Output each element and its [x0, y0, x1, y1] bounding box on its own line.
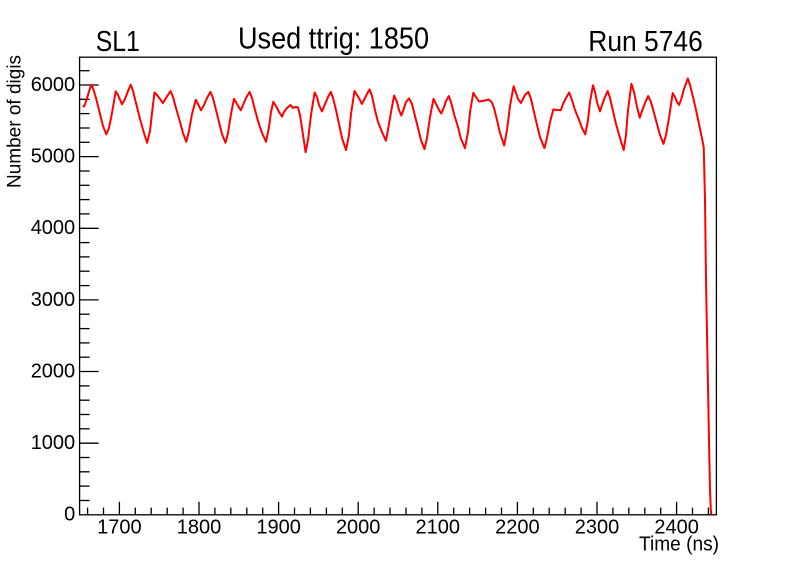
svg-text:Time (ns): Time (ns)	[639, 533, 719, 555]
svg-text:2000: 2000	[31, 360, 76, 382]
svg-text:1800: 1800	[177, 517, 222, 539]
svg-text:5000: 5000	[31, 146, 76, 168]
svg-text:4000: 4000	[31, 217, 76, 239]
svg-text:2400: 2400	[654, 517, 699, 539]
svg-text:2200: 2200	[495, 517, 540, 539]
svg-text:0: 0	[64, 504, 75, 526]
svg-text:1900: 1900	[256, 517, 301, 539]
svg-text:Run 5746: Run 5746	[588, 26, 703, 58]
svg-text:Used ttrig: 1850: Used ttrig: 1850	[238, 22, 429, 56]
svg-text:2000: 2000	[336, 517, 381, 539]
svg-text:1000: 1000	[31, 432, 76, 454]
svg-text:SL1: SL1	[96, 26, 140, 58]
svg-text:6000: 6000	[31, 74, 76, 96]
svg-text:2300: 2300	[575, 517, 620, 539]
svg-text:2100: 2100	[416, 517, 461, 539]
svg-text:3000: 3000	[31, 289, 76, 311]
svg-text:1700: 1700	[97, 517, 142, 539]
svg-text:Number of digis: Number of digis	[5, 55, 26, 188]
